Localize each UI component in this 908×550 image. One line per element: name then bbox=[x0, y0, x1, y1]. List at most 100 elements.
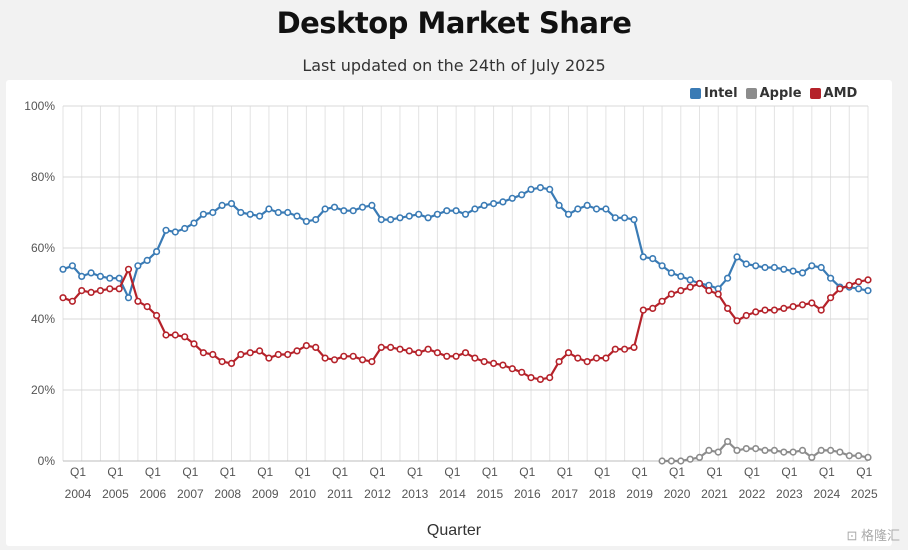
data-point-intel bbox=[265, 205, 273, 213]
data-point-apple bbox=[864, 453, 872, 462]
data-point-amd bbox=[826, 294, 835, 302]
data-point-amd bbox=[78, 287, 86, 295]
data-point-amd bbox=[742, 311, 750, 320]
data-point-intel bbox=[686, 276, 694, 284]
data-point-amd bbox=[499, 361, 507, 369]
data-point-intel bbox=[752, 262, 760, 270]
data-point-amd bbox=[199, 349, 207, 357]
data-point-intel bbox=[190, 219, 198, 227]
data-point-intel bbox=[153, 248, 161, 256]
data-point-intel bbox=[387, 216, 395, 224]
data-point-amd bbox=[620, 345, 629, 353]
data-point-amd bbox=[284, 350, 292, 359]
data-point-apple bbox=[770, 446, 779, 455]
legend-item-amd[interactable]: AMD bbox=[809, 86, 858, 101]
data-point-amd bbox=[162, 331, 170, 339]
series-apple bbox=[658, 437, 872, 465]
data-point-intel bbox=[218, 201, 226, 209]
x-tick-year: 2016 bbox=[514, 487, 541, 501]
x-tick-quarter: Q1 bbox=[107, 465, 123, 479]
x-tick-year: 2006 bbox=[140, 487, 167, 501]
data-point-amd bbox=[181, 333, 189, 341]
data-point-intel bbox=[396, 214, 404, 222]
legend-swatch-intel bbox=[690, 88, 701, 99]
data-point-intel bbox=[59, 265, 67, 273]
data-point-intel bbox=[602, 205, 610, 213]
data-point-amd bbox=[686, 283, 694, 291]
x-tick-year: 2012 bbox=[364, 487, 391, 501]
data-point-intel bbox=[330, 203, 339, 211]
x-tick-year: 2004 bbox=[65, 487, 92, 501]
data-point-amd bbox=[134, 297, 142, 305]
data-point-amd bbox=[611, 345, 619, 353]
data-point-amd bbox=[237, 350, 245, 359]
data-point-intel bbox=[770, 263, 779, 272]
x-tick-year: 2023 bbox=[776, 487, 803, 501]
data-point-amd bbox=[321, 354, 329, 362]
data-point-intel bbox=[171, 228, 179, 236]
data-point-amd bbox=[368, 358, 376, 366]
data-point-apple bbox=[705, 446, 713, 455]
data-point-intel bbox=[340, 207, 348, 215]
data-point-amd bbox=[227, 359, 236, 368]
data-point-apple bbox=[733, 446, 741, 455]
legend-label-intel: Intel bbox=[704, 86, 738, 101]
data-point-intel bbox=[162, 226, 170, 234]
data-point-intel bbox=[237, 208, 245, 217]
data-point-amd bbox=[564, 349, 573, 357]
y-tick-label: 100% bbox=[24, 99, 55, 113]
series-line-intel bbox=[62, 186, 869, 299]
data-point-amd bbox=[452, 352, 460, 360]
x-tick-quarter: Q1 bbox=[295, 465, 311, 479]
x-tick-year: 2015 bbox=[477, 487, 504, 501]
data-point-amd bbox=[789, 303, 797, 311]
data-point-intel bbox=[789, 267, 797, 275]
x-tick-year: 2011 bbox=[327, 487, 353, 501]
data-point-intel bbox=[134, 262, 142, 270]
data-point-amd bbox=[780, 304, 788, 313]
data-point-amd bbox=[312, 343, 320, 352]
data-point-intel bbox=[181, 224, 189, 233]
y-tick-label: 20% bbox=[31, 383, 55, 397]
data-point-amd bbox=[461, 349, 470, 357]
data-point-amd bbox=[377, 343, 385, 352]
data-point-amd bbox=[864, 276, 872, 284]
data-point-apple bbox=[780, 448, 788, 456]
data-point-intel bbox=[78, 272, 86, 281]
data-point-intel bbox=[358, 203, 367, 211]
chart-subtitle: Last updated on the 24th of July 2025 bbox=[302, 56, 606, 75]
legend-label-amd: AMD bbox=[823, 86, 858, 101]
data-point-intel bbox=[518, 191, 526, 199]
data-point-apple bbox=[817, 446, 825, 455]
data-point-amd bbox=[583, 358, 591, 366]
x-tick-quarter: Q1 bbox=[557, 465, 573, 479]
data-point-intel bbox=[96, 272, 104, 281]
data-point-intel bbox=[274, 208, 282, 217]
data-point-apple bbox=[742, 445, 750, 453]
data-point-intel bbox=[405, 212, 413, 220]
data-point-intel bbox=[864, 287, 872, 295]
legend-item-apple[interactable]: Apple bbox=[745, 86, 802, 101]
data-point-intel bbox=[761, 263, 769, 272]
data-point-amd bbox=[733, 317, 741, 325]
data-point-intel bbox=[302, 217, 311, 225]
data-point-amd bbox=[209, 350, 217, 359]
x-tick-year: 2025 bbox=[851, 487, 878, 501]
data-point-amd bbox=[124, 265, 133, 273]
y-tick-label: 40% bbox=[31, 312, 55, 326]
data-point-amd bbox=[836, 285, 844, 293]
x-tick-quarter: Q1 bbox=[220, 465, 236, 479]
data-point-intel bbox=[555, 201, 563, 209]
data-point-amd bbox=[246, 349, 254, 357]
data-point-apple bbox=[789, 448, 797, 456]
data-point-intel bbox=[433, 210, 442, 218]
legend-item-intel[interactable]: Intel bbox=[690, 86, 738, 101]
data-point-amd bbox=[256, 347, 264, 355]
data-point-intel bbox=[826, 274, 835, 282]
data-point-intel bbox=[143, 256, 151, 265]
data-point-amd bbox=[770, 306, 779, 314]
data-point-intel bbox=[452, 207, 460, 215]
data-point-apple bbox=[695, 453, 704, 462]
x-tick-quarter: Q1 bbox=[856, 465, 872, 479]
x-tick-quarter: Q1 bbox=[70, 465, 86, 479]
